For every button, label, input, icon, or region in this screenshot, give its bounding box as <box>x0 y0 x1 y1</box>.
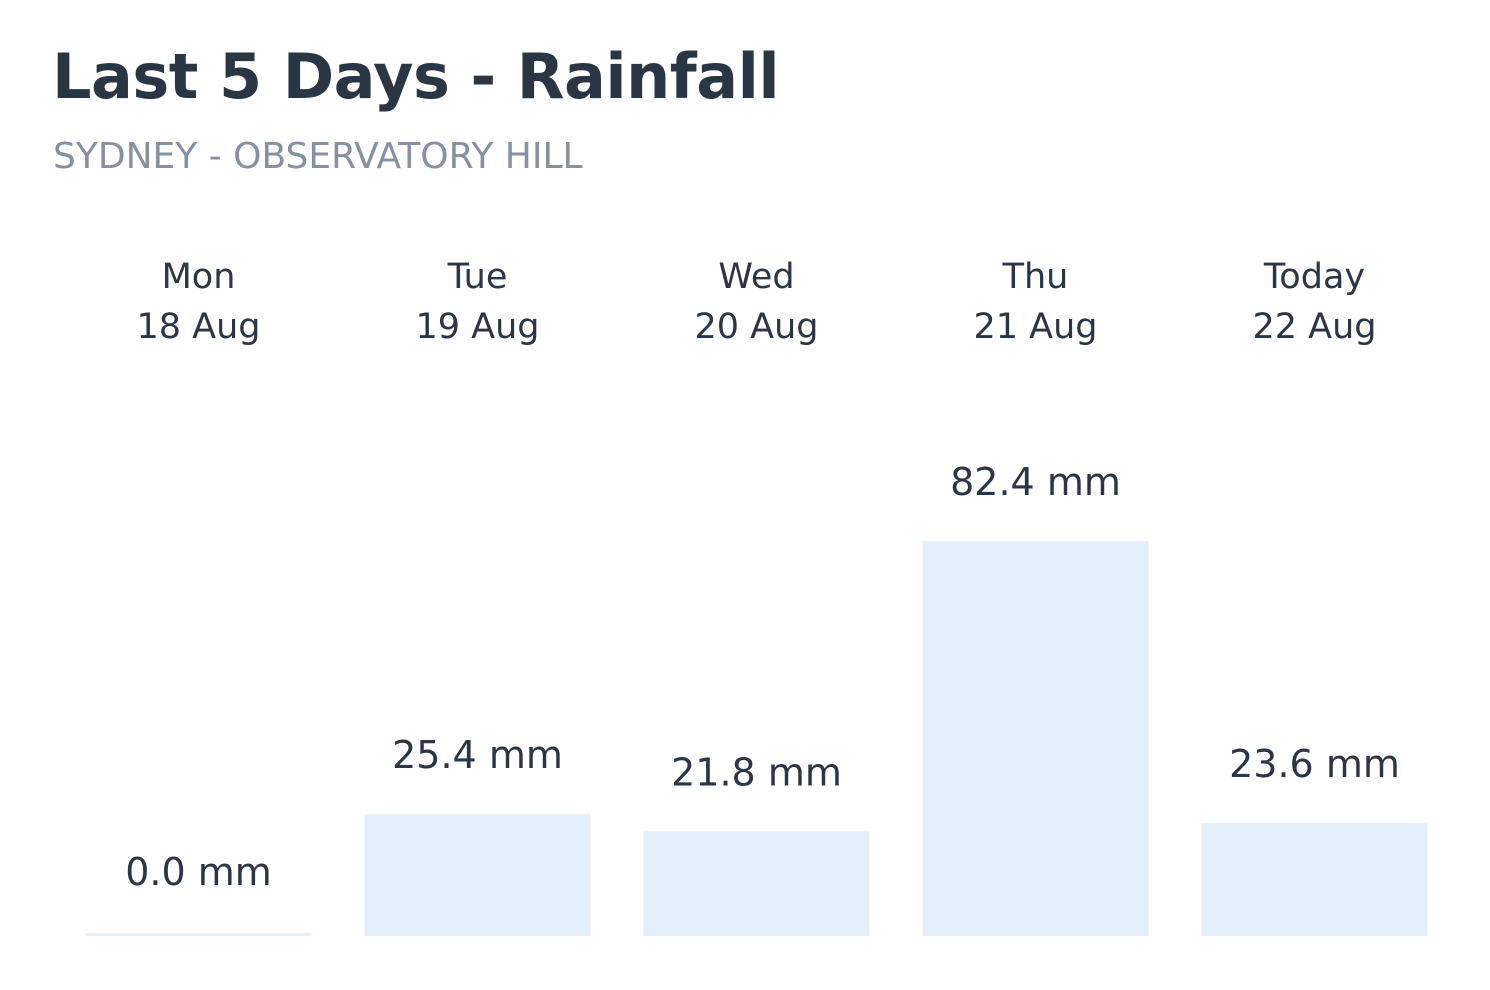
date-label-today: 22 Aug <box>1252 307 1376 347</box>
day-label-today: Today <box>1263 257 1365 297</box>
chart-subtitle: SYDNEY - OBSERVATORY HILL <box>53 136 583 177</box>
bar-thu <box>922 541 1149 936</box>
day-label-tue: Tue <box>447 257 508 297</box>
date-label-thu: 21 Aug <box>973 307 1097 347</box>
value-label-thu: 82.4 mm <box>950 460 1121 504</box>
bar-wed <box>643 831 870 936</box>
value-label-today: 23.6 mm <box>1229 742 1400 786</box>
value-label-wed: 21.8 mm <box>671 750 842 794</box>
value-label-tue: 25.4 mm <box>392 733 563 777</box>
date-label-wed: 20 Aug <box>694 307 818 347</box>
bar-mon <box>85 933 312 936</box>
value-label-mon: 0.0 mm <box>125 850 272 894</box>
day-label-thu: Thu <box>1002 257 1069 297</box>
bar-tue <box>364 814 591 936</box>
day-label-mon: Mon <box>162 257 236 297</box>
day-label-wed: Wed <box>718 257 794 297</box>
bar-today <box>1201 822 1428 936</box>
date-label-mon: 18 Aug <box>136 307 260 347</box>
date-label-tue: 19 Aug <box>415 307 539 347</box>
chart-title: Last 5 Days - Rainfall <box>52 40 780 113</box>
